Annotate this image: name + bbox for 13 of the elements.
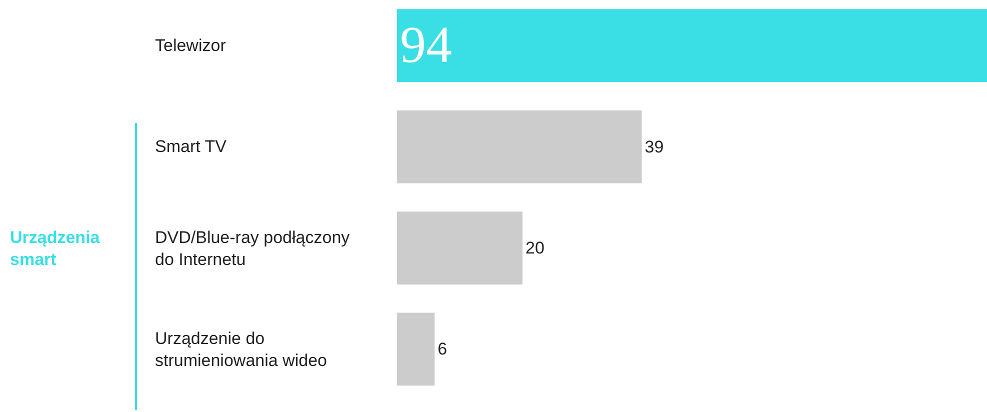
data-label: 39 [644,137,664,156]
text: Urządzenia smart [10,228,100,270]
data-label: 20 [526,238,544,258]
data-label: 6 [438,340,448,359]
y-tick-label: Urządzenie do strumieniowania wideo [155,329,327,370]
bar [397,312,435,386]
y-tick-label: Smart TV [155,137,228,156]
bar [397,110,642,184]
y-tick-label: Telewizor [155,36,226,55]
bar [397,9,987,82]
y-tick-label: DVD/Blue-ray podłączony do Internetu [155,228,350,270]
bar [397,212,523,284]
data-label: 94 [400,17,452,74]
